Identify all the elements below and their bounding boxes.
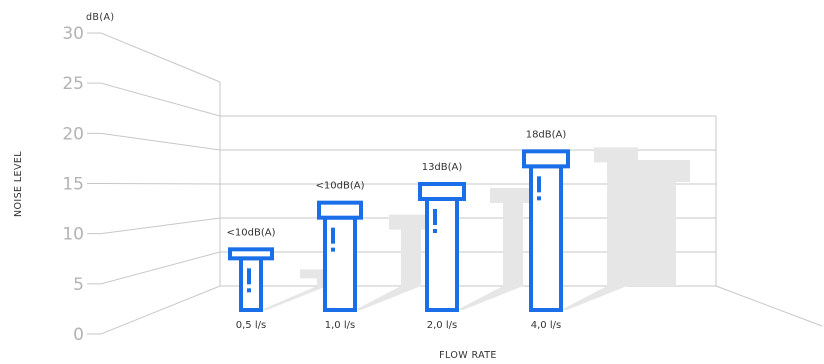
chart-labels: 0 5 10 15 20 25 30 <10dB(A) 0,5 l/s <10dB(A) 1,0 l…	[62, 24, 566, 345]
exclamation-dot	[247, 288, 251, 293]
exclamation-dot	[331, 247, 335, 252]
category-label: 4,0 l/s	[531, 320, 561, 331]
y-unit-label: dB(A)	[86, 12, 114, 23]
bar-body	[425, 197, 459, 312]
exclamation-mark	[537, 176, 541, 193]
data-label: 13dB(A)	[422, 162, 463, 173]
bars	[228, 149, 570, 313]
category-label: 1,0 l/s	[325, 320, 355, 331]
floor-edge	[715, 285, 823, 327]
exclamation-mark	[247, 268, 251, 285]
bar-shadows	[261, 147, 690, 310]
y-tick-label: 25	[62, 74, 84, 94]
gridline	[87, 183, 716, 185]
y-axis-title: NOISE LEVEL	[13, 151, 24, 217]
gridline	[87, 82, 716, 117]
category-label: 2,0 l/s	[427, 320, 457, 331]
exclamation-dot	[537, 196, 541, 201]
y-tick-label: 10	[62, 225, 84, 245]
category-label: 0,5 l/s	[236, 320, 266, 331]
gridline	[87, 251, 716, 285]
bar-cap	[522, 149, 570, 169]
bar-body	[323, 215, 357, 313]
bar-cap	[228, 247, 274, 261]
gridline	[87, 285, 716, 335]
bar-body	[529, 164, 563, 312]
gridline	[87, 32, 221, 83]
y-tick-label: 0	[73, 325, 84, 345]
gridline	[87, 132, 716, 151]
x-axis-title: FLOW RATE	[439, 350, 497, 361]
bar-shadow	[457, 188, 534, 310]
bar-cap	[418, 182, 466, 201]
data-label: 18dB(A)	[526, 129, 567, 140]
bar-shadow	[561, 147, 638, 310]
y-tick-label: 15	[62, 175, 84, 195]
bar-shadow	[355, 214, 431, 310]
bar-shadow	[261, 269, 342, 310]
exclamation-mark	[433, 209, 437, 225]
y-tick-label: 30	[62, 24, 84, 44]
exclamation-mark	[331, 227, 335, 244]
y-tick-label: 5	[73, 275, 84, 295]
data-label: <10dB(A)	[316, 181, 365, 192]
chart-grid	[87, 32, 823, 335]
ghost-bar-shadow	[612, 160, 690, 286]
bar-cap	[317, 200, 363, 220]
data-label: <10dB(A)	[227, 227, 276, 238]
gridline	[87, 217, 716, 235]
exclamation-dot	[433, 229, 437, 233]
y-tick-label: 20	[62, 124, 84, 144]
